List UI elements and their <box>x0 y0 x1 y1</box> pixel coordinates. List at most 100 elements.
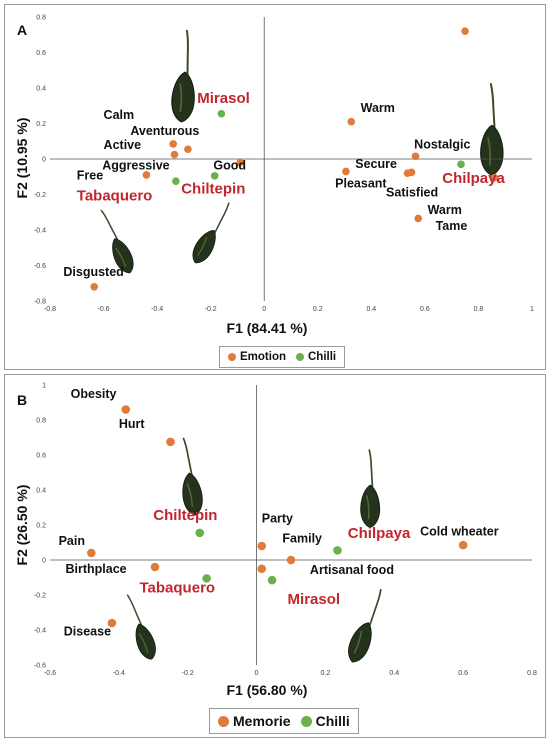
y-tick-label: -0.2 <box>34 192 46 199</box>
chilli-label: Tabaquero <box>140 579 216 596</box>
point-memorie <box>458 540 468 550</box>
y-tick-label: 0.2 <box>36 523 46 530</box>
point-emotion <box>184 145 192 154</box>
point-label: Cold wheater <box>420 525 499 539</box>
point-chilli <box>267 575 277 585</box>
memorie-scatter-chart: -0.6 -0.4 -0.2 0 0.2 0.4 0.6 0.8 -0.6 -0.4 -0.2 0 0.… <box>14 383 537 699</box>
chilli-label: Mirasol <box>197 90 250 107</box>
legend-label-emotion: Emotion <box>240 351 286 363</box>
point-label: Family <box>282 532 322 546</box>
y-tick-label: 0.2 <box>36 121 46 128</box>
x-tick-label: -0.8 <box>44 306 56 313</box>
legend-label-chilli: Chilli <box>308 351 337 363</box>
legend-marker-memorie <box>218 715 229 727</box>
y-tick-label: -0.6 <box>34 263 46 270</box>
y-tick-label: 0.4 <box>36 86 46 93</box>
tick-labels: -0.8 -0.6 -0.4 -0.2 0 0.2 0.4 0.6 0.8 1 -0.8 -0.6 -0… <box>34 15 534 314</box>
legend-item-emotion: Emotion <box>228 351 286 363</box>
point-label: Disgusted <box>63 265 123 279</box>
point-emotion <box>236 158 244 167</box>
x-tick-label: -0.4 <box>151 306 163 313</box>
point-chilli <box>217 109 226 118</box>
chilli-label: Mirasol <box>288 591 341 608</box>
point-chilli <box>202 574 211 583</box>
legend: Emotion Chilli <box>219 346 346 368</box>
y-tick-label: 0.8 <box>36 15 46 22</box>
y-tick-label: 0.6 <box>36 453 46 460</box>
point-memorie <box>286 555 296 565</box>
point-memorie <box>87 548 96 558</box>
x-tick-label: 0.2 <box>313 306 323 313</box>
point-label: Active <box>104 138 142 152</box>
point-label: Warm <box>428 203 462 217</box>
data-points <box>90 27 499 291</box>
x-tick-label: 0.8 <box>527 670 537 677</box>
x-tick-label: -0.2 <box>205 306 217 313</box>
chili-pod-icon <box>360 449 381 529</box>
point-label: Calm <box>104 108 135 122</box>
legend-marker-chilli <box>300 715 312 727</box>
point-labels: Obesity Hurt Pain Birthplace Disease Party Fam… <box>59 387 499 638</box>
point-memorie <box>150 562 160 572</box>
point-emotion <box>347 117 356 126</box>
legend-marker-emotion <box>228 353 236 361</box>
x-tick-label: 0.8 <box>474 306 484 313</box>
point-label: Aggressive <box>102 159 169 173</box>
x-tick-label: -0.2 <box>182 670 194 677</box>
y-tick-label: 0.4 <box>36 488 46 495</box>
x-tick-label: 0 <box>262 306 266 313</box>
point-chilli <box>457 160 465 169</box>
y-tick-label: -0.4 <box>34 228 46 235</box>
x-tick-label: 0.4 <box>366 306 376 313</box>
y-axis-title: F2 (10.95 %) <box>14 118 30 199</box>
point-emotion <box>342 167 350 176</box>
point-chilli <box>195 528 205 538</box>
y-axis-title: F2 (26.50 %) <box>14 485 30 566</box>
point-label: Disease <box>64 624 111 638</box>
panel-a: -0.8 -0.6 -0.4 -0.2 0 0.2 0.4 0.6 0.8 1 -0.8 -0.6 -0… <box>4 4 546 370</box>
point-label: Tame <box>436 219 468 233</box>
point-emotion <box>170 150 179 159</box>
chili-pod-icon <box>182 437 203 516</box>
point-emotion <box>414 214 422 223</box>
x-tick-label: 0.4 <box>389 670 399 677</box>
y-tick-label: 0 <box>42 157 46 164</box>
point-label: Secure <box>355 157 397 171</box>
point-label: Nostalgic <box>414 137 470 151</box>
point-label: Party <box>262 511 293 525</box>
point-chilli <box>210 172 219 180</box>
legend-label-chilli: Chilli <box>315 713 350 729</box>
chilli-label: Chiltepin <box>181 181 245 198</box>
legend: Memorie Chilli <box>209 708 359 734</box>
point-label: Obesity <box>71 387 117 401</box>
legend-label-memorie: Memorie <box>233 713 291 729</box>
chili-pod-icon <box>126 594 156 660</box>
x-tick-label: 1 <box>530 306 534 313</box>
point-emotion <box>142 171 151 179</box>
x-tick-label: 0.2 <box>321 670 331 677</box>
y-tick-label: 1 <box>42 383 46 390</box>
legend-item-memorie: Memorie <box>218 713 291 729</box>
x-tick-label: -0.6 <box>98 306 110 313</box>
legend-item-chilli: Chilli <box>300 713 350 729</box>
point-label: Hurt <box>119 417 146 431</box>
chilli-label: Tabaquero <box>77 188 153 205</box>
chili-pod-icon <box>480 82 504 176</box>
x-tick-label: 0.6 <box>420 306 430 313</box>
point-label: Aventurous <box>130 124 199 138</box>
chilli-label: Chilpaya <box>348 525 411 542</box>
y-tick-label: -0.8 <box>34 299 46 306</box>
point-memorie <box>107 618 117 628</box>
point-chilli <box>333 546 342 555</box>
point-emotion <box>407 168 416 177</box>
chilli-label: Chiltepin <box>153 507 217 524</box>
point-label: Satisfied <box>386 185 438 199</box>
point-label: Free <box>77 168 103 182</box>
point-label: Pain <box>59 534 85 548</box>
chili-pod-images <box>100 29 504 274</box>
point-label: Good <box>213 159 246 173</box>
legend-item-chilli: Chilli <box>296 351 336 363</box>
x-tick-label: -0.6 <box>44 670 56 677</box>
y-tick-label: 0.8 <box>36 418 46 425</box>
